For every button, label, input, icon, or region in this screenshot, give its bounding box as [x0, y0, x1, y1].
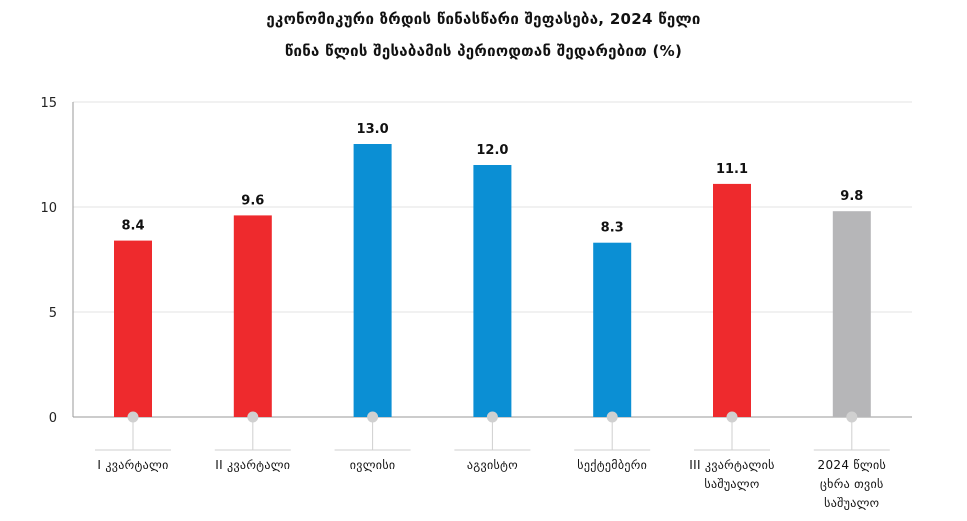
bar	[832, 211, 871, 417]
axis-marker	[127, 411, 139, 423]
y-tick-label: 0	[49, 411, 57, 426]
axis-marker	[486, 411, 498, 423]
category-label: საშუალო	[824, 496, 879, 510]
bar	[114, 240, 152, 417]
category-label: ცხრა თვის	[820, 477, 884, 491]
axis-marker	[846, 411, 858, 423]
category-label: აგვისტო	[467, 458, 518, 472]
category-label: 2024 წლის	[818, 458, 887, 472]
category-label: I კვარტალი	[97, 458, 168, 472]
axis-marker	[247, 411, 259, 423]
bar	[593, 242, 632, 417]
category-label: II კვარტალი	[215, 458, 290, 472]
data-label: 11.1	[716, 162, 748, 177]
y-tick-label: 10	[40, 201, 57, 216]
data-label: 12.0	[476, 143, 508, 158]
data-label: 9.6	[241, 193, 264, 208]
axis-marker	[726, 411, 738, 423]
category-label: ივლისი	[350, 458, 396, 472]
category-label: საშუალო	[704, 477, 759, 491]
chart-subtitle: წინა წლის შესაბამის პერიოდთან შედარებით …	[284, 42, 683, 60]
data-label: 9.8	[840, 189, 863, 204]
category-label: III კვარტალის	[689, 458, 774, 472]
y-tick-label: 5	[49, 306, 57, 321]
y-tick-label: 15	[40, 96, 57, 111]
data-label: 8.4	[121, 219, 144, 234]
axis-marker	[367, 411, 379, 423]
bar	[473, 165, 512, 417]
bar	[233, 215, 272, 417]
bar	[713, 183, 751, 417]
chart-title: ეკონომიკური ზრდის წინასწარი შეფასება, 20…	[266, 10, 701, 28]
data-label: 13.0	[357, 122, 389, 137]
category-label: სექტემბერი	[577, 458, 647, 472]
data-label: 8.3	[601, 221, 624, 236]
axis-marker	[606, 411, 618, 423]
bar	[353, 144, 392, 417]
